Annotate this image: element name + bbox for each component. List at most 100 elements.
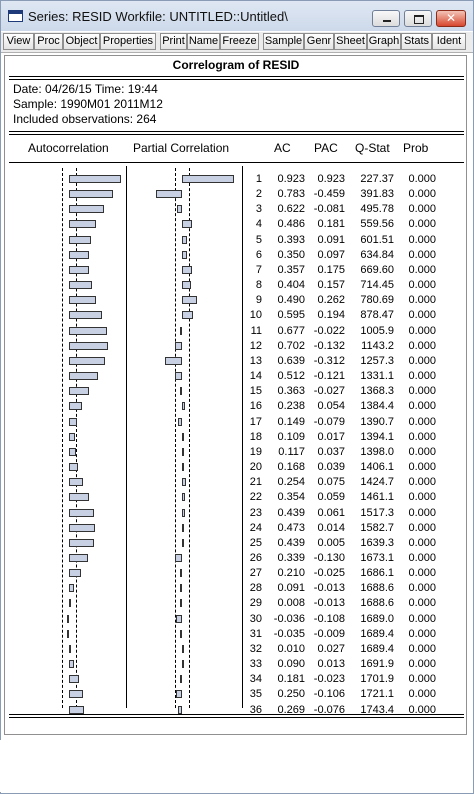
graph-button[interactable]: Graph: [367, 33, 401, 50]
prob-cell: 0.000: [408, 658, 436, 671]
lag-cell: 36: [249, 703, 262, 716]
ac-cell: 0.350: [277, 248, 305, 261]
pac-cell: 0.039: [317, 461, 345, 474]
maximize-button[interactable]: [404, 10, 432, 27]
sample-line: Sample: 1990M01 2011M12: [13, 97, 163, 111]
qstat-cell: 669.60: [360, 263, 394, 276]
name-button[interactable]: Name: [187, 33, 220, 50]
prob-cell: 0.000: [408, 400, 436, 413]
qstat-cell: 1673.1: [360, 552, 394, 564]
minimize-button[interactable]: [372, 10, 400, 27]
qstat-cell: 1398.0: [360, 445, 394, 458]
window-title: Series: RESID Workfile: UNTITLED::Untitl…: [28, 9, 288, 24]
pac-cell: -0.027: [313, 385, 345, 398]
prob-cell: 0.000: [408, 445, 436, 458]
qstat-cell: 714.45: [360, 279, 394, 292]
ac-cell: 0.210: [277, 567, 305, 580]
pac-bar: [176, 690, 182, 699]
qstat-cell: 1689.4: [360, 627, 394, 640]
prob-cell: 0.000: [408, 279, 436, 292]
qstat-cell: 1406.1: [360, 461, 394, 474]
ac-bar: [69, 281, 92, 290]
ac-bar: [69, 265, 89, 274]
ac-cell: -0.035: [273, 627, 305, 640]
pac-bar: [182, 296, 197, 305]
pac-cell: 0.014: [317, 521, 345, 534]
ac-cell: 0.486: [277, 218, 305, 231]
prob-cell: 0.000: [408, 703, 436, 716]
lag-cell: 16: [249, 400, 262, 413]
rule-top-1: [9, 76, 464, 77]
pac-cell: 0.157: [317, 279, 345, 292]
qstat-cell: 1688.6: [360, 597, 394, 610]
qstat-cell: 1686.1: [360, 567, 394, 580]
prob-cell: 0.000: [408, 309, 436, 322]
rule-bottom-2: [9, 717, 464, 718]
pac-cell: 0.013: [317, 658, 345, 671]
pac-cell: 0.175: [317, 263, 345, 276]
close-icon: ✕: [445, 11, 457, 25]
title-bar[interactable]: Series: RESID Workfile: UNTITLED::Untitl…: [1, 1, 473, 31]
ac-bar: [69, 341, 108, 350]
ac-bar: [69, 220, 96, 229]
prob-cell: 0.000: [408, 521, 436, 534]
pac-cell: 0.059: [317, 491, 345, 504]
ac-bar: [67, 629, 69, 638]
sample-button[interactable]: Sample: [263, 33, 304, 50]
pac-cell: 0.061: [317, 506, 345, 519]
stats-button[interactable]: Stats: [401, 33, 432, 50]
lag-cell: 5: [255, 233, 262, 246]
ac-band-right: [76, 168, 77, 708]
pac-cell: -0.022: [313, 324, 345, 337]
ac-cell: 0.512: [277, 370, 305, 383]
lag-cell: 12: [249, 339, 262, 352]
pac-bar: [182, 660, 184, 669]
lag-cell: 14: [249, 370, 262, 383]
pac-bar: [180, 387, 182, 396]
prob-cell: 0.000: [408, 673, 436, 686]
ident-button[interactable]: Ident: [432, 33, 466, 50]
pac-cell: -0.130: [313, 552, 345, 564]
ac-cell: 0.339: [277, 552, 305, 564]
proc-button[interactable]: Proc: [34, 33, 63, 50]
ac-bar: [69, 205, 104, 214]
genr-button[interactable]: Genr: [304, 33, 334, 50]
ac-bar: [69, 387, 89, 396]
ac-cell: 0.473: [277, 521, 305, 534]
ac-cell: 0.439: [277, 506, 305, 519]
prob-cell: 0.000: [408, 173, 436, 185]
print-button[interactable]: Print: [160, 33, 187, 50]
pac-bar: [182, 220, 192, 229]
ac-cell: 0.238: [277, 400, 305, 413]
sheet-button[interactable]: Sheet: [334, 33, 367, 50]
qstat-cell: 1743.4: [360, 703, 394, 716]
col-partial-correlation: Partial Correlation: [133, 141, 230, 155]
lag-cell: 1: [255, 173, 262, 185]
lag-cell: 23: [249, 506, 262, 519]
pac-bar: [178, 417, 182, 426]
lag-cell: 26: [249, 552, 262, 564]
lag-cell: 34: [249, 673, 262, 686]
pac-bar: [175, 341, 182, 350]
ac-cell: 0.149: [277, 415, 305, 428]
close-button[interactable]: ✕: [436, 10, 466, 27]
qstat-cell: 1143.2: [361, 339, 394, 352]
stats-separator: [242, 166, 243, 708]
toolbar: View Proc Object Properties Print Name F…: [1, 32, 473, 53]
pac-cell: -0.121: [313, 370, 345, 383]
prob-cell: 0.000: [408, 642, 436, 655]
view-button[interactable]: View: [3, 33, 34, 50]
pac-bar: [182, 523, 184, 532]
ac-cell: 0.354: [277, 491, 305, 504]
prob-cell: 0.000: [408, 430, 436, 443]
pac-bar: [182, 402, 185, 411]
qstat-cell: 1257.3: [360, 354, 394, 367]
ac-cell: 0.702: [277, 339, 305, 352]
ac-bar: [69, 584, 74, 593]
object-button[interactable]: Object: [63, 33, 100, 50]
freeze-button[interactable]: Freeze: [220, 33, 259, 50]
pac-bar: [180, 629, 182, 638]
properties-button[interactable]: Properties: [100, 33, 156, 50]
lag-cell: 8: [255, 279, 262, 292]
lag-cell: 11: [250, 324, 262, 337]
